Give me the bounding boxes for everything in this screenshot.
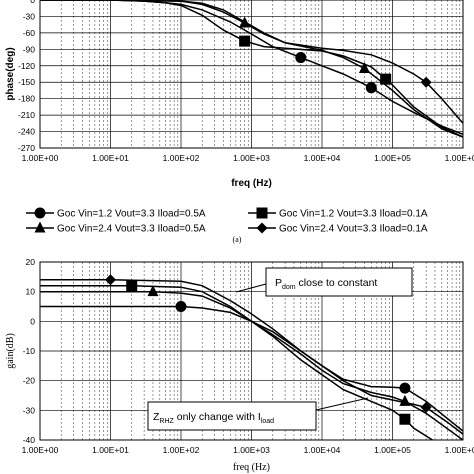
y-tick-label: -240: [18, 127, 35, 137]
diamond-marker: [105, 274, 116, 286]
square-marker: [380, 73, 392, 85]
legend-label: Goc Vin=2.4 Vout=3.3 Iload=0.1A: [279, 224, 428, 235]
diamond-marker: [420, 76, 432, 88]
series-line: [40, 0, 463, 138]
triangle-marker: [239, 16, 251, 28]
y-tick-label: -90: [23, 44, 36, 54]
legend-square-marker: [256, 207, 268, 219]
square-marker: [239, 35, 251, 47]
x-tick-label: 1.00E+05: [374, 153, 411, 163]
series-line: [40, 290, 463, 440]
x-tick-label: 1.00E+03: [233, 153, 270, 163]
x-tick-label: 1.00E+01: [92, 153, 129, 163]
circle-marker: [365, 82, 377, 94]
x-tick-label: 1.00E+04: [304, 153, 341, 163]
phase-chart: 1.00E+00 1.00E+01 1.00E+02 1.00E+03 1.00E+04…: [5, 0, 474, 189]
series-line: [40, 284, 434, 440]
y-tick-label: -40: [23, 435, 36, 445]
circle-marker: [175, 301, 187, 312]
x-tick-label: 1.00E+04: [304, 445, 341, 455]
x-axis-label: freq (Hz): [233, 462, 270, 473]
markers: [239, 16, 432, 94]
x-tick-label: 1.00E+05: [374, 445, 411, 455]
diamond-marker: [420, 401, 432, 413]
y-tick-label: -270: [18, 143, 35, 153]
x-tick-label: 1.00E+02: [163, 153, 200, 163]
y-tick-label: -150: [18, 77, 35, 87]
x-tick-label: 1.00E+01: [92, 445, 129, 455]
markers: [105, 274, 432, 425]
x-axis-label: freq (Hz): [231, 178, 272, 189]
x-tick-label: 1.00E+03: [233, 445, 270, 455]
figure-caption: (a): [233, 235, 242, 244]
y-tick-label: -30: [23, 405, 36, 415]
circle-marker: [399, 382, 411, 394]
y-tick-label: 20: [26, 257, 36, 267]
y-axis-label: gain(dB): [5, 333, 16, 369]
legend-label: Goc Vin=1.2 Vout=3.3 Iload=0.1A: [279, 209, 428, 220]
legend-diamond-marker: [256, 222, 268, 234]
y-tick-label: -60: [23, 28, 36, 38]
pdom-annotation: Pdom close to constant: [235, 267, 413, 297]
pdom-label: Pdom close to constant: [275, 277, 377, 291]
legend-label: Goc Vin=1.2 Vout=3.3 Iload=0.5A: [57, 209, 206, 220]
zrhz-label: ZRHZ only change with Iload: [153, 411, 274, 425]
y-tick-label: -120: [18, 61, 35, 71]
square-marker: [399, 413, 411, 425]
gain-chart: 1.00E+00 1.00E+01 1.00E+02 1.00E+03 1.00E+04…: [5, 257, 474, 473]
x-tick-label: 1.00E+06: [445, 445, 474, 455]
y-tick-label: 0: [30, 316, 35, 326]
series-line: [40, 279, 463, 435]
y-tick-label: -180: [18, 94, 35, 104]
legend-triangle-marker: [34, 221, 46, 233]
y-tick-label: 10: [26, 287, 36, 297]
y-tick-label: 0: [30, 0, 35, 5]
x-tick-label: 1.00E+06: [445, 153, 474, 163]
x-tick-label: 1.00E+02: [163, 445, 200, 455]
triangle-marker: [358, 62, 370, 74]
series-line: [40, 0, 463, 124]
triangle-marker: [147, 285, 159, 297]
y-tick-label: -10: [23, 346, 36, 356]
y-axis-label: phase(deg): [5, 47, 16, 100]
grid: [39, 0, 464, 149]
circle-marker: [295, 52, 307, 64]
plot-frame: [39, 261, 464, 441]
square-marker: [126, 280, 138, 292]
triangle-marker: [399, 394, 411, 406]
legend-circle-marker: [34, 207, 46, 219]
zrhz-annotation: ZRHZ only change with Iload: [147, 397, 369, 431]
y-tick-label: -210: [18, 110, 35, 120]
series-group: [40, 0, 463, 138]
x-tick-label: 1.00E+00: [22, 153, 59, 163]
y-tick-label: -20: [23, 376, 36, 386]
plot-frame: [39, 0, 464, 149]
y-tick-label: -30: [23, 11, 36, 21]
legend-label: Goc Vin=2.4 Vout=3.3 Iload=0.5A: [57, 224, 206, 235]
x-tick-label: 1.00E+00: [22, 445, 59, 455]
legend: Goc Vin=1.2 Vout=3.3 Iload=0.5A Goc Vin=1…: [26, 207, 428, 235]
